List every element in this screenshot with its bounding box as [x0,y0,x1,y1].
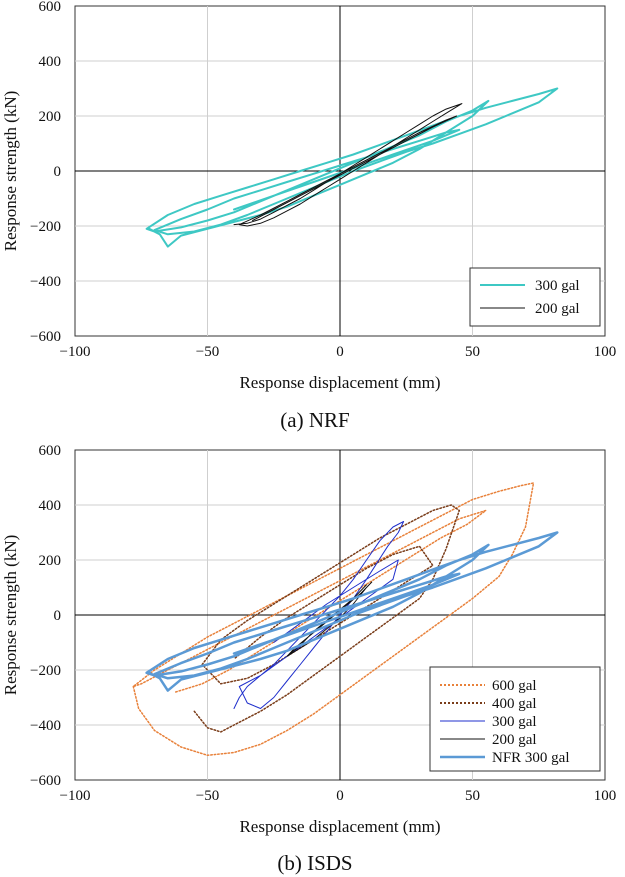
chart-isds: −100 −50 0 50 100 −600 −400 −200 0 200 400 600 Res… [1,443,616,875]
y-tick-label: 0 [54,608,62,624]
y-tick-label: 200 [39,109,62,125]
y-tick-label: −400 [30,718,61,734]
x-tick-label: −50 [196,344,219,360]
x-tick-label: −100 [60,344,91,360]
caption-b: (b) ISDS [277,851,352,875]
x-tick-label: 100 [594,344,617,360]
x-tick-label: 0 [336,344,344,360]
x-tick-label: −50 [196,788,219,804]
y-tick-label: 200 [39,553,62,569]
chart-nrf: −100 −50 0 50 100 −600 −400 −200 0 200 400 600 Res… [1,0,616,432]
y-axis-label-a: Response strength (kN) [1,91,20,252]
y-tick-label: 0 [54,164,62,180]
legend-label-300-gal-b: 300 gal [492,714,537,730]
y-axis-label-b: Response strength (kN) [1,535,20,696]
y-tick-label: −400 [30,274,61,290]
legend-box-a [469,267,601,327]
series-line-300-gal [145,87,559,248]
x-tick-labels-a: −100 −50 0 50 100 [60,344,617,360]
x-tick-label: −100 [60,788,91,804]
y-tick-label: 400 [39,498,62,514]
series-group-a [145,87,559,248]
legend-label-200-gal: 200 gal [535,301,580,317]
y-tick-label: −600 [30,329,61,345]
x-tick-label: 0 [336,788,344,804]
legend-b: 600 gal 400 gal 300 gal 200 gal NFR 300 … [429,666,601,772]
y-tick-label: 600 [39,443,62,459]
legend-a: 300 gal 200 gal [469,267,601,327]
y-tick-label: 400 [39,54,62,70]
caption-a: (a) NRF [280,408,349,432]
x-tick-label: 50 [465,788,480,804]
x-axis-label-a: Response displacement (mm) [239,373,440,392]
y-tick-label: −200 [30,663,61,679]
y-tick-label: −600 [30,773,61,789]
legend-label-200-gal-b: 200 gal [492,732,537,748]
x-tick-label: 100 [594,788,617,804]
legend-label-nfr-300-gal: NFR 300 gal [492,750,570,766]
x-axis-label-b: Response displacement (mm) [239,817,440,836]
series-line-600-gal [132,482,535,757]
series-line-400-gal [193,504,461,733]
legend-label-600-gal: 600 gal [492,678,537,694]
y-tick-labels-b: −600 −400 −200 0 200 400 600 [30,443,61,789]
y-tick-label: −200 [30,219,61,235]
x-tick-labels-b: −100 −50 0 50 100 [60,788,617,804]
x-tick-label: 50 [465,344,480,360]
legend-label-400-gal: 400 gal [492,696,537,712]
legend-box-b [429,666,601,772]
series-group-b [132,482,559,757]
series-line-200-gal [233,103,463,227]
series-line-nfr-300-gal [145,531,559,692]
y-tick-labels-a: −600 −400 −200 0 200 400 600 [30,0,61,345]
zero-axes-a [75,6,605,336]
y-tick-label: 600 [39,0,62,15]
legend-label-300-gal: 300 gal [535,278,580,294]
